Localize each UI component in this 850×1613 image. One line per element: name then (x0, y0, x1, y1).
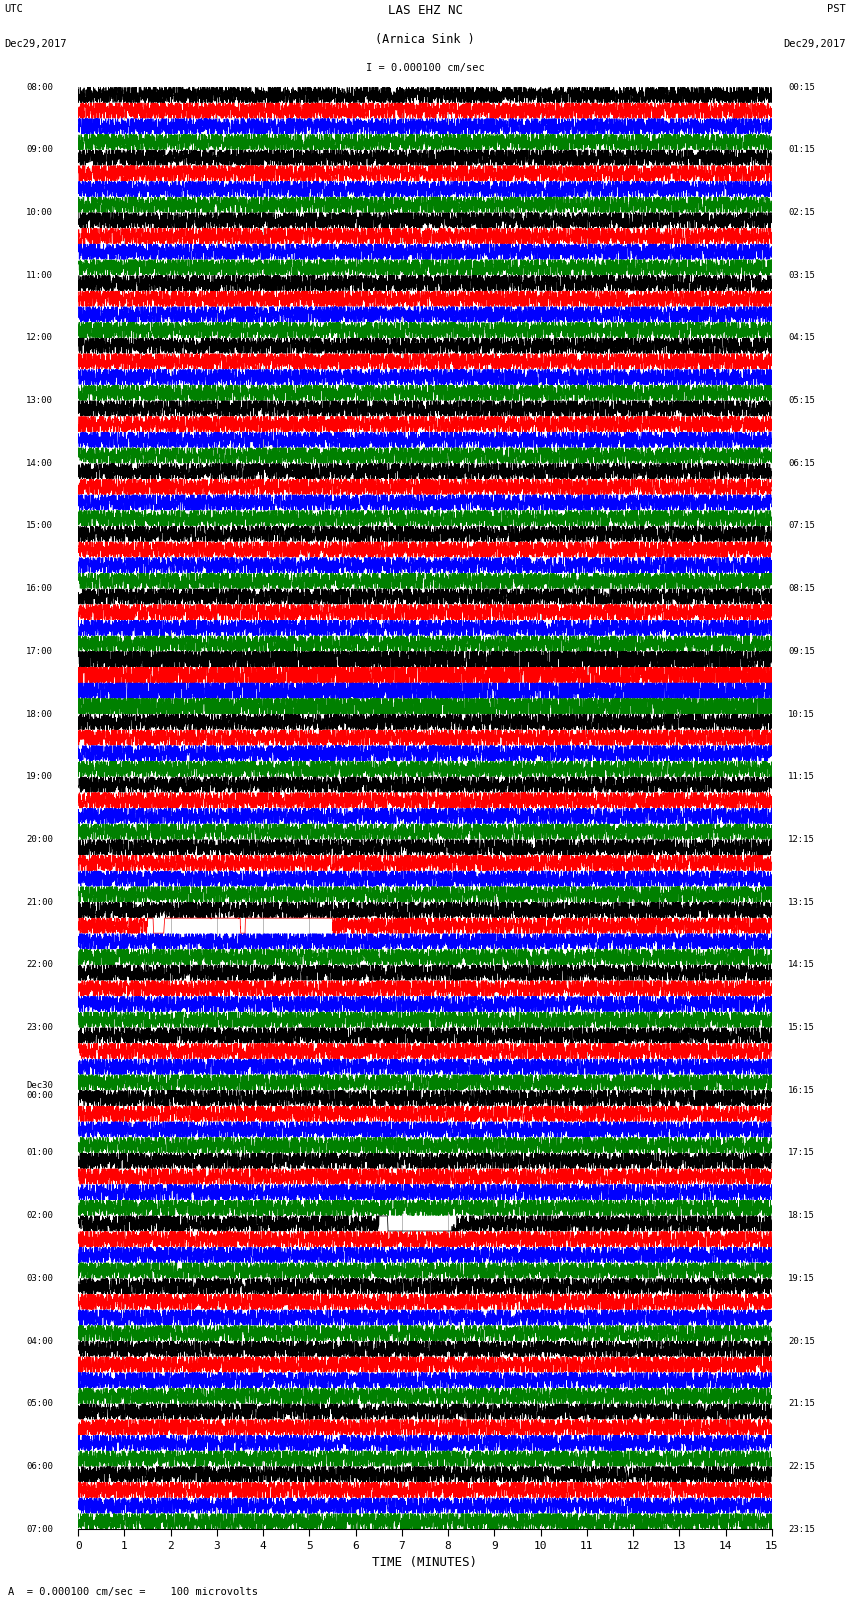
Text: (Arnica Sink ): (Arnica Sink ) (375, 34, 475, 47)
Text: Dec30
00:00: Dec30 00:00 (26, 1081, 53, 1100)
Text: 14:15: 14:15 (788, 960, 815, 969)
Text: 20:15: 20:15 (788, 1337, 815, 1345)
Text: 03:15: 03:15 (788, 271, 815, 279)
Text: 20:00: 20:00 (26, 836, 53, 844)
Text: 17:00: 17:00 (26, 647, 53, 656)
Text: LAS EHZ NC: LAS EHZ NC (388, 5, 462, 18)
Text: 19:00: 19:00 (26, 773, 53, 781)
Text: 05:00: 05:00 (26, 1398, 53, 1408)
Text: 16:00: 16:00 (26, 584, 53, 594)
Text: PST: PST (827, 5, 846, 15)
Text: 02:00: 02:00 (26, 1211, 53, 1219)
Text: 22:00: 22:00 (26, 960, 53, 969)
Text: 21:00: 21:00 (26, 898, 53, 907)
Text: 01:15: 01:15 (788, 145, 815, 155)
Text: 10:15: 10:15 (788, 710, 815, 718)
Text: 12:00: 12:00 (26, 334, 53, 342)
X-axis label: TIME (MINUTES): TIME (MINUTES) (372, 1557, 478, 1569)
Text: 15:15: 15:15 (788, 1023, 815, 1032)
Text: 18:15: 18:15 (788, 1211, 815, 1219)
Text: 13:00: 13:00 (26, 397, 53, 405)
Text: 09:15: 09:15 (788, 647, 815, 656)
Text: 15:00: 15:00 (26, 521, 53, 531)
Text: 22:15: 22:15 (788, 1461, 815, 1471)
Text: Dec29,2017: Dec29,2017 (783, 39, 846, 48)
Text: 13:15: 13:15 (788, 898, 815, 907)
Text: 19:15: 19:15 (788, 1274, 815, 1282)
Text: 08:00: 08:00 (26, 82, 53, 92)
Text: 02:15: 02:15 (788, 208, 815, 218)
Text: 10:00: 10:00 (26, 208, 53, 218)
Text: 16:15: 16:15 (788, 1086, 815, 1095)
Text: A  = 0.000100 cm/sec =    100 microvolts: A = 0.000100 cm/sec = 100 microvolts (8, 1587, 258, 1597)
Text: 14:00: 14:00 (26, 458, 53, 468)
Text: Dec29,2017: Dec29,2017 (4, 39, 67, 48)
Text: 17:15: 17:15 (788, 1148, 815, 1158)
Text: 18:00: 18:00 (26, 710, 53, 718)
Text: 23:15: 23:15 (788, 1524, 815, 1534)
Text: 03:00: 03:00 (26, 1274, 53, 1282)
Text: 04:00: 04:00 (26, 1337, 53, 1345)
Text: 07:00: 07:00 (26, 1524, 53, 1534)
Text: 06:00: 06:00 (26, 1461, 53, 1471)
Text: 06:15: 06:15 (788, 458, 815, 468)
Text: I = 0.000100 cm/sec: I = 0.000100 cm/sec (366, 63, 484, 73)
Text: 11:00: 11:00 (26, 271, 53, 279)
Text: 09:00: 09:00 (26, 145, 53, 155)
Text: 12:15: 12:15 (788, 836, 815, 844)
Text: 04:15: 04:15 (788, 334, 815, 342)
Text: 00:15: 00:15 (788, 82, 815, 92)
Text: 08:15: 08:15 (788, 584, 815, 594)
Text: 01:00: 01:00 (26, 1148, 53, 1158)
Text: 11:15: 11:15 (788, 773, 815, 781)
Text: 21:15: 21:15 (788, 1398, 815, 1408)
Text: 05:15: 05:15 (788, 397, 815, 405)
Text: UTC: UTC (4, 5, 23, 15)
Text: 23:00: 23:00 (26, 1023, 53, 1032)
Text: 07:15: 07:15 (788, 521, 815, 531)
